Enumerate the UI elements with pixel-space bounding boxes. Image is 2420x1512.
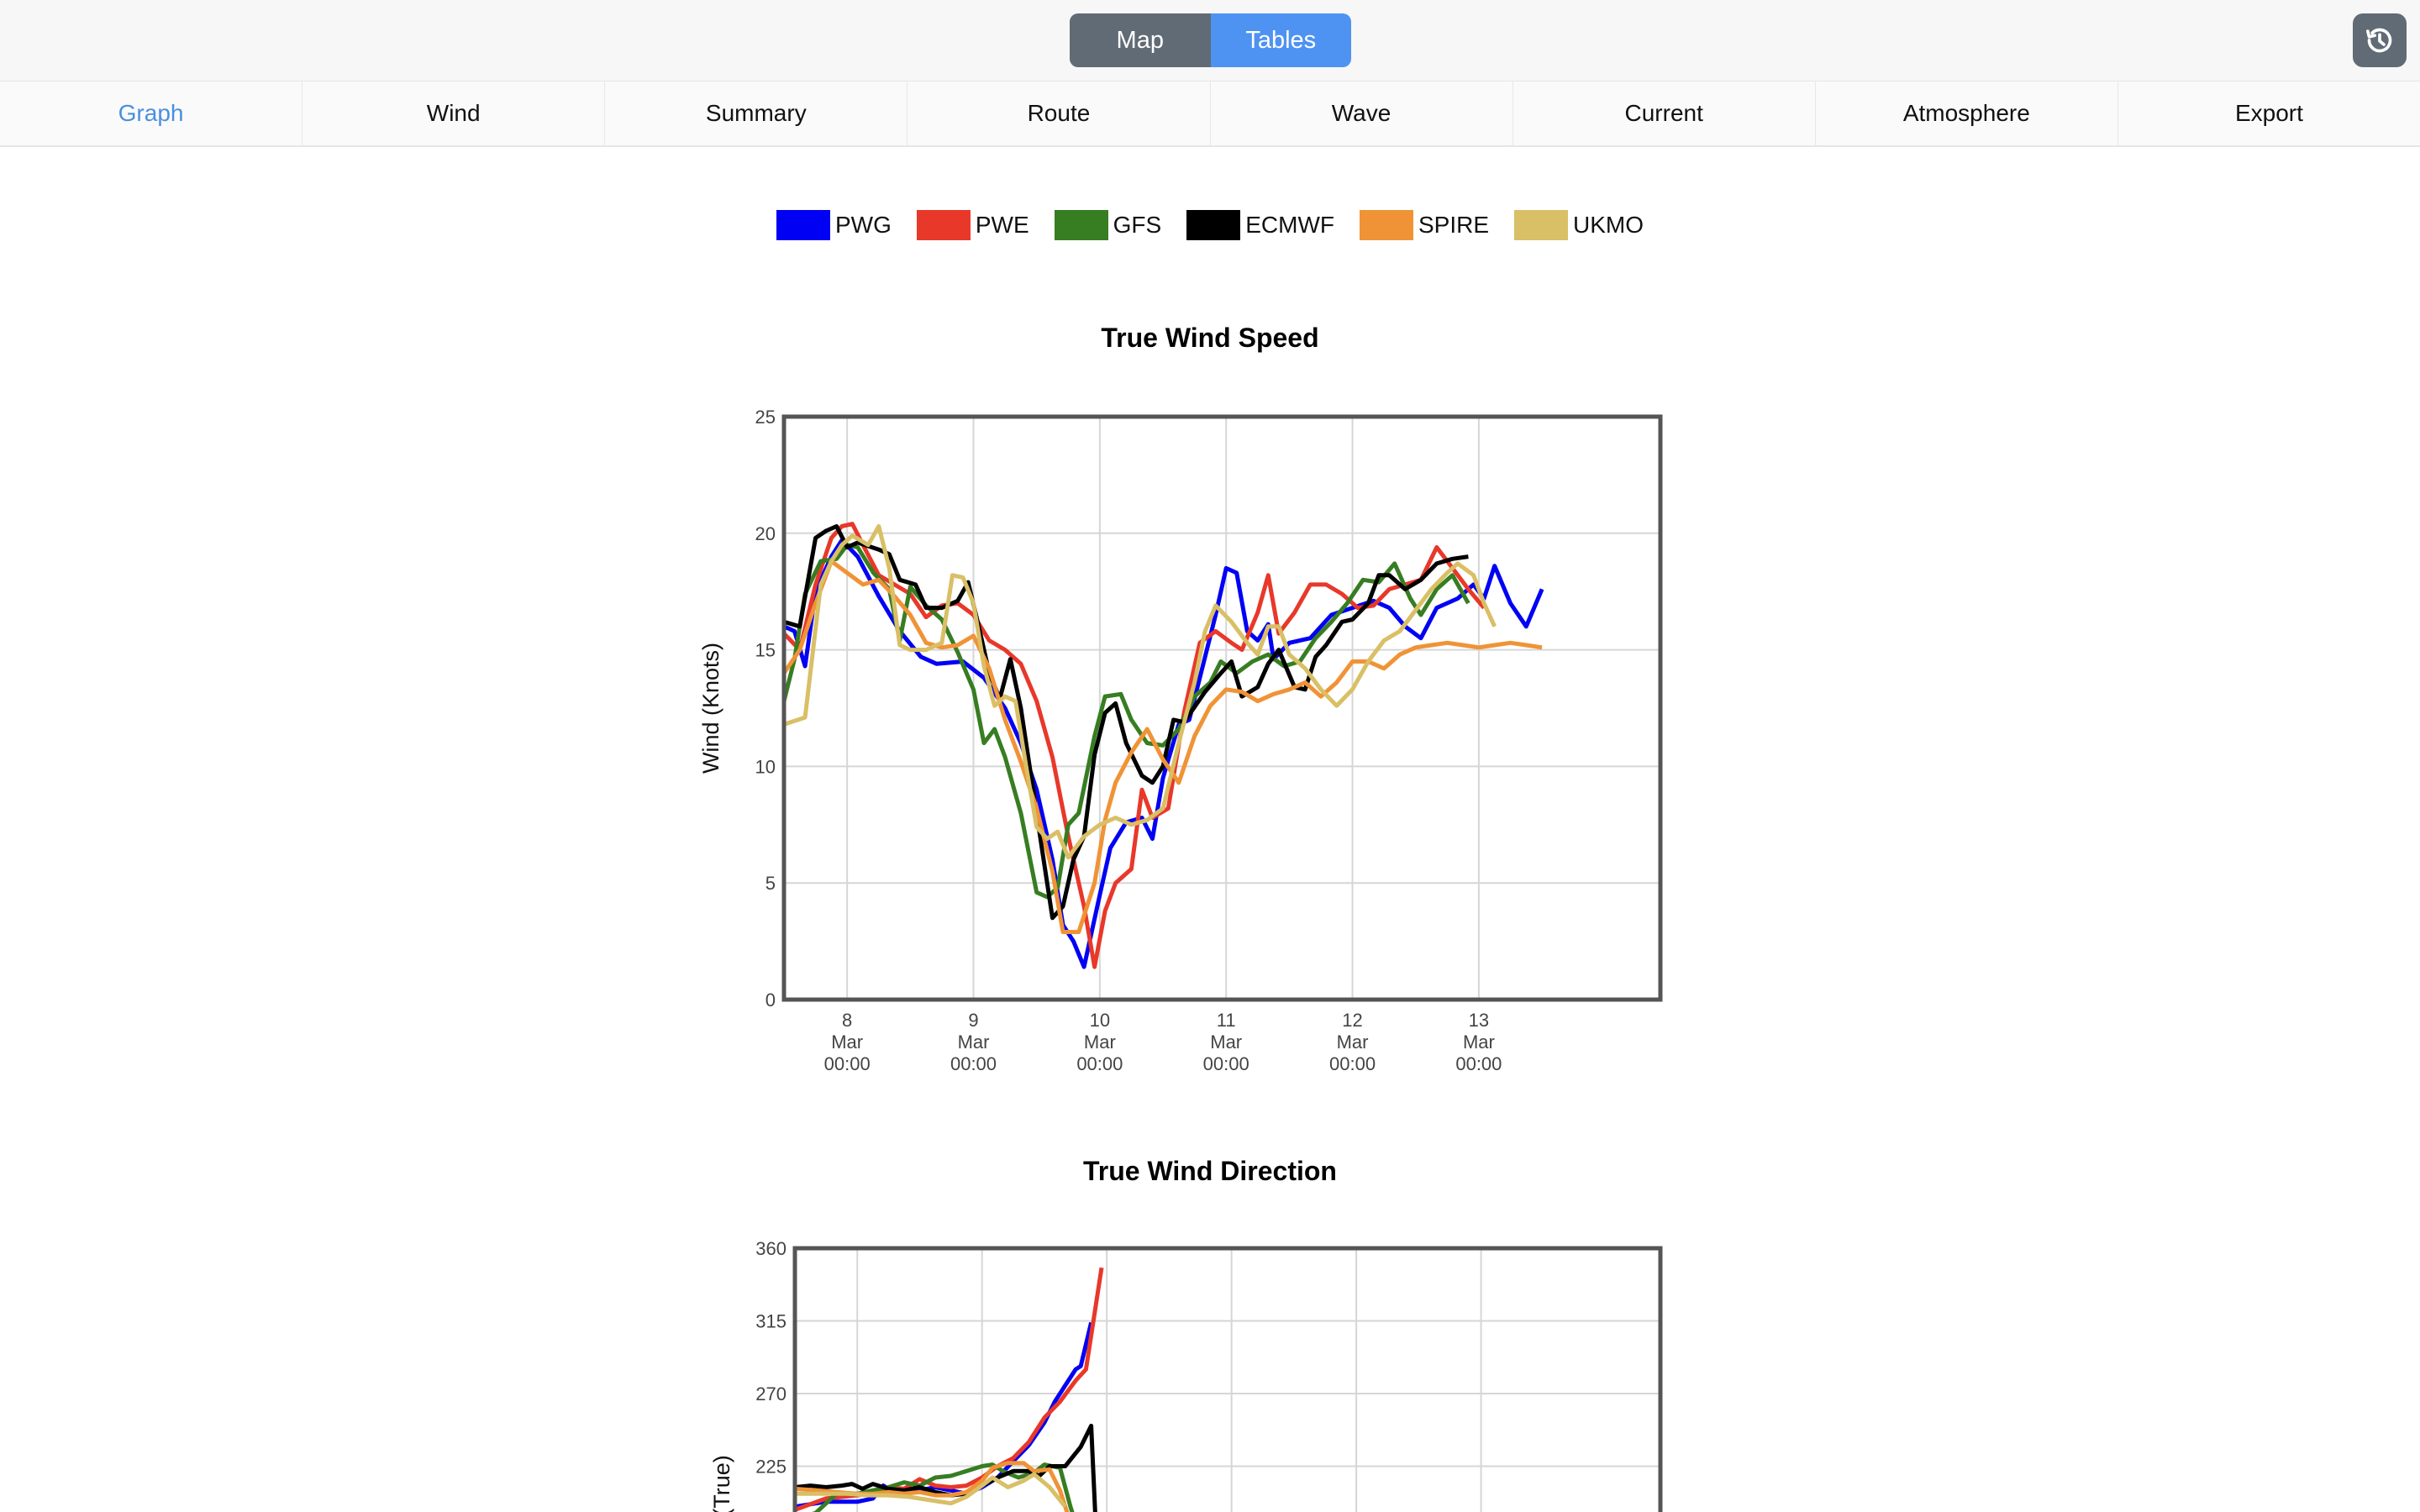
y-tick-label: 10 (755, 756, 776, 777)
y-tick-label: 225 (755, 1457, 786, 1478)
tab-export[interactable]: Export (2234, 100, 2303, 126)
tab-route[interactable]: Route (908, 81, 1211, 145)
x-tick-label: 00:00 (1203, 1053, 1249, 1074)
legend-item-ukmo[interactable]: UKMO (1514, 210, 1644, 240)
series-line-gfs (784, 543, 1470, 900)
x-tick-label: 11 (1217, 1010, 1236, 1031)
legend-swatch (916, 210, 971, 240)
top-bar: Map Tables (0, 0, 2420, 82)
legend-item-ecmwf[interactable]: ECMWF (1186, 210, 1334, 240)
legend-item-pwe[interactable]: PWE (916, 210, 1029, 240)
series-line-spire (784, 559, 1543, 934)
x-tick-label: Mar (1210, 1032, 1242, 1053)
legend-label: PWE (975, 212, 1029, 238)
wind-speed-chart: 05101520258Mar00:009Mar00:0010Mar00:0011… (698, 407, 1663, 1074)
x-tick-label: 8 (842, 1010, 852, 1031)
legend-item-gfs[interactable]: GFS (1054, 210, 1162, 240)
wind-direction-chart-title: True Wind Direction (1083, 1156, 1337, 1186)
legend-swatch (776, 210, 830, 240)
series-line-pwe (784, 522, 1486, 969)
tab-wind[interactable]: Wind (302, 81, 606, 145)
x-tick-label: 00:00 (950, 1053, 997, 1074)
x-tick-label: Mar (958, 1032, 990, 1053)
x-tick-label: 00:00 (1455, 1053, 1502, 1074)
map-segment-button[interactable]: Map (1070, 13, 1211, 67)
legend-label: SPIRE (1418, 212, 1490, 238)
y-tick-label: 360 (755, 1238, 786, 1259)
legend-swatch (1514, 210, 1569, 240)
tab-graph[interactable]: Graph (0, 81, 303, 145)
x-tick-label: 00:00 (824, 1053, 871, 1074)
x-tick-label: 00:00 (1076, 1053, 1123, 1074)
series-line-pwe (795, 1267, 1104, 1512)
view-segmented-control: Map Tables (1070, 13, 1351, 67)
y-axis-label: Wind Direction (True) (709, 1455, 734, 1512)
x-tick-label: Mar (831, 1032, 863, 1053)
plot-frame (781, 414, 1663, 1002)
y-tick-label: 0 (765, 990, 776, 1011)
legend-label: GFS (1113, 212, 1162, 238)
legend-swatch (1054, 210, 1108, 240)
x-tick-label: Mar (1463, 1032, 1495, 1053)
tab-summary[interactable]: Summary (605, 81, 908, 145)
plot-frame (792, 1246, 1663, 1512)
y-tick-label: 20 (755, 523, 776, 544)
y-tick-label: 15 (755, 640, 776, 661)
legend-item-pwg[interactable]: PWG (776, 210, 892, 240)
x-tick-label: 12 (1342, 1010, 1362, 1031)
y-axis-label: Wind (Knots) (698, 643, 723, 774)
x-tick-label: 13 (1469, 1010, 1489, 1031)
y-tick-label: 315 (755, 1311, 786, 1332)
legend-label: UKMO (1573, 212, 1644, 238)
tables-segment-button[interactable]: Tables (1210, 13, 1351, 67)
x-tick-label: 10 (1090, 1010, 1110, 1031)
legend-item-spire[interactable]: SPIRE (1359, 210, 1490, 240)
series-line-ecmwf (784, 524, 1469, 921)
history-icon (2366, 28, 2392, 53)
x-tick-label: Mar (1337, 1032, 1369, 1053)
tab-current[interactable]: Current (1513, 81, 1816, 145)
y-tick-label: 270 (755, 1383, 786, 1404)
legend-label: ECMWF (1245, 212, 1334, 238)
x-tick-label: 9 (968, 1010, 978, 1031)
tab-atmosphere[interactable]: Atmosphere (1816, 81, 2118, 145)
x-tick-label: Mar (1084, 1032, 1116, 1053)
y-tick-label: 25 (755, 407, 776, 428)
wind-direction-chart: 225 270 315 360 Wind Direction (True) (709, 1238, 1663, 1512)
series-line-ukmo (795, 1472, 1067, 1509)
tab-bar: Graph Wind Summary Route Wave Current At… (0, 81, 2420, 147)
series-line-ukmo (784, 524, 1497, 860)
legend-swatch (1359, 210, 1413, 240)
x-tick-label: 00:00 (1329, 1053, 1376, 1074)
y-tick-label: 5 (765, 873, 776, 894)
series-line-pwg (784, 538, 1544, 969)
history-button[interactable] (2353, 13, 2407, 67)
legend-swatch (1186, 210, 1241, 240)
tab-wave[interactable]: Wave (1211, 81, 1513, 145)
chart-legend: PWG PWE GFS ECMWF SPIRE UKMO (0, 208, 2420, 242)
wind-speed-chart-title: True Wind Speed (1101, 323, 1319, 353)
legend-label: PWG (834, 212, 892, 238)
